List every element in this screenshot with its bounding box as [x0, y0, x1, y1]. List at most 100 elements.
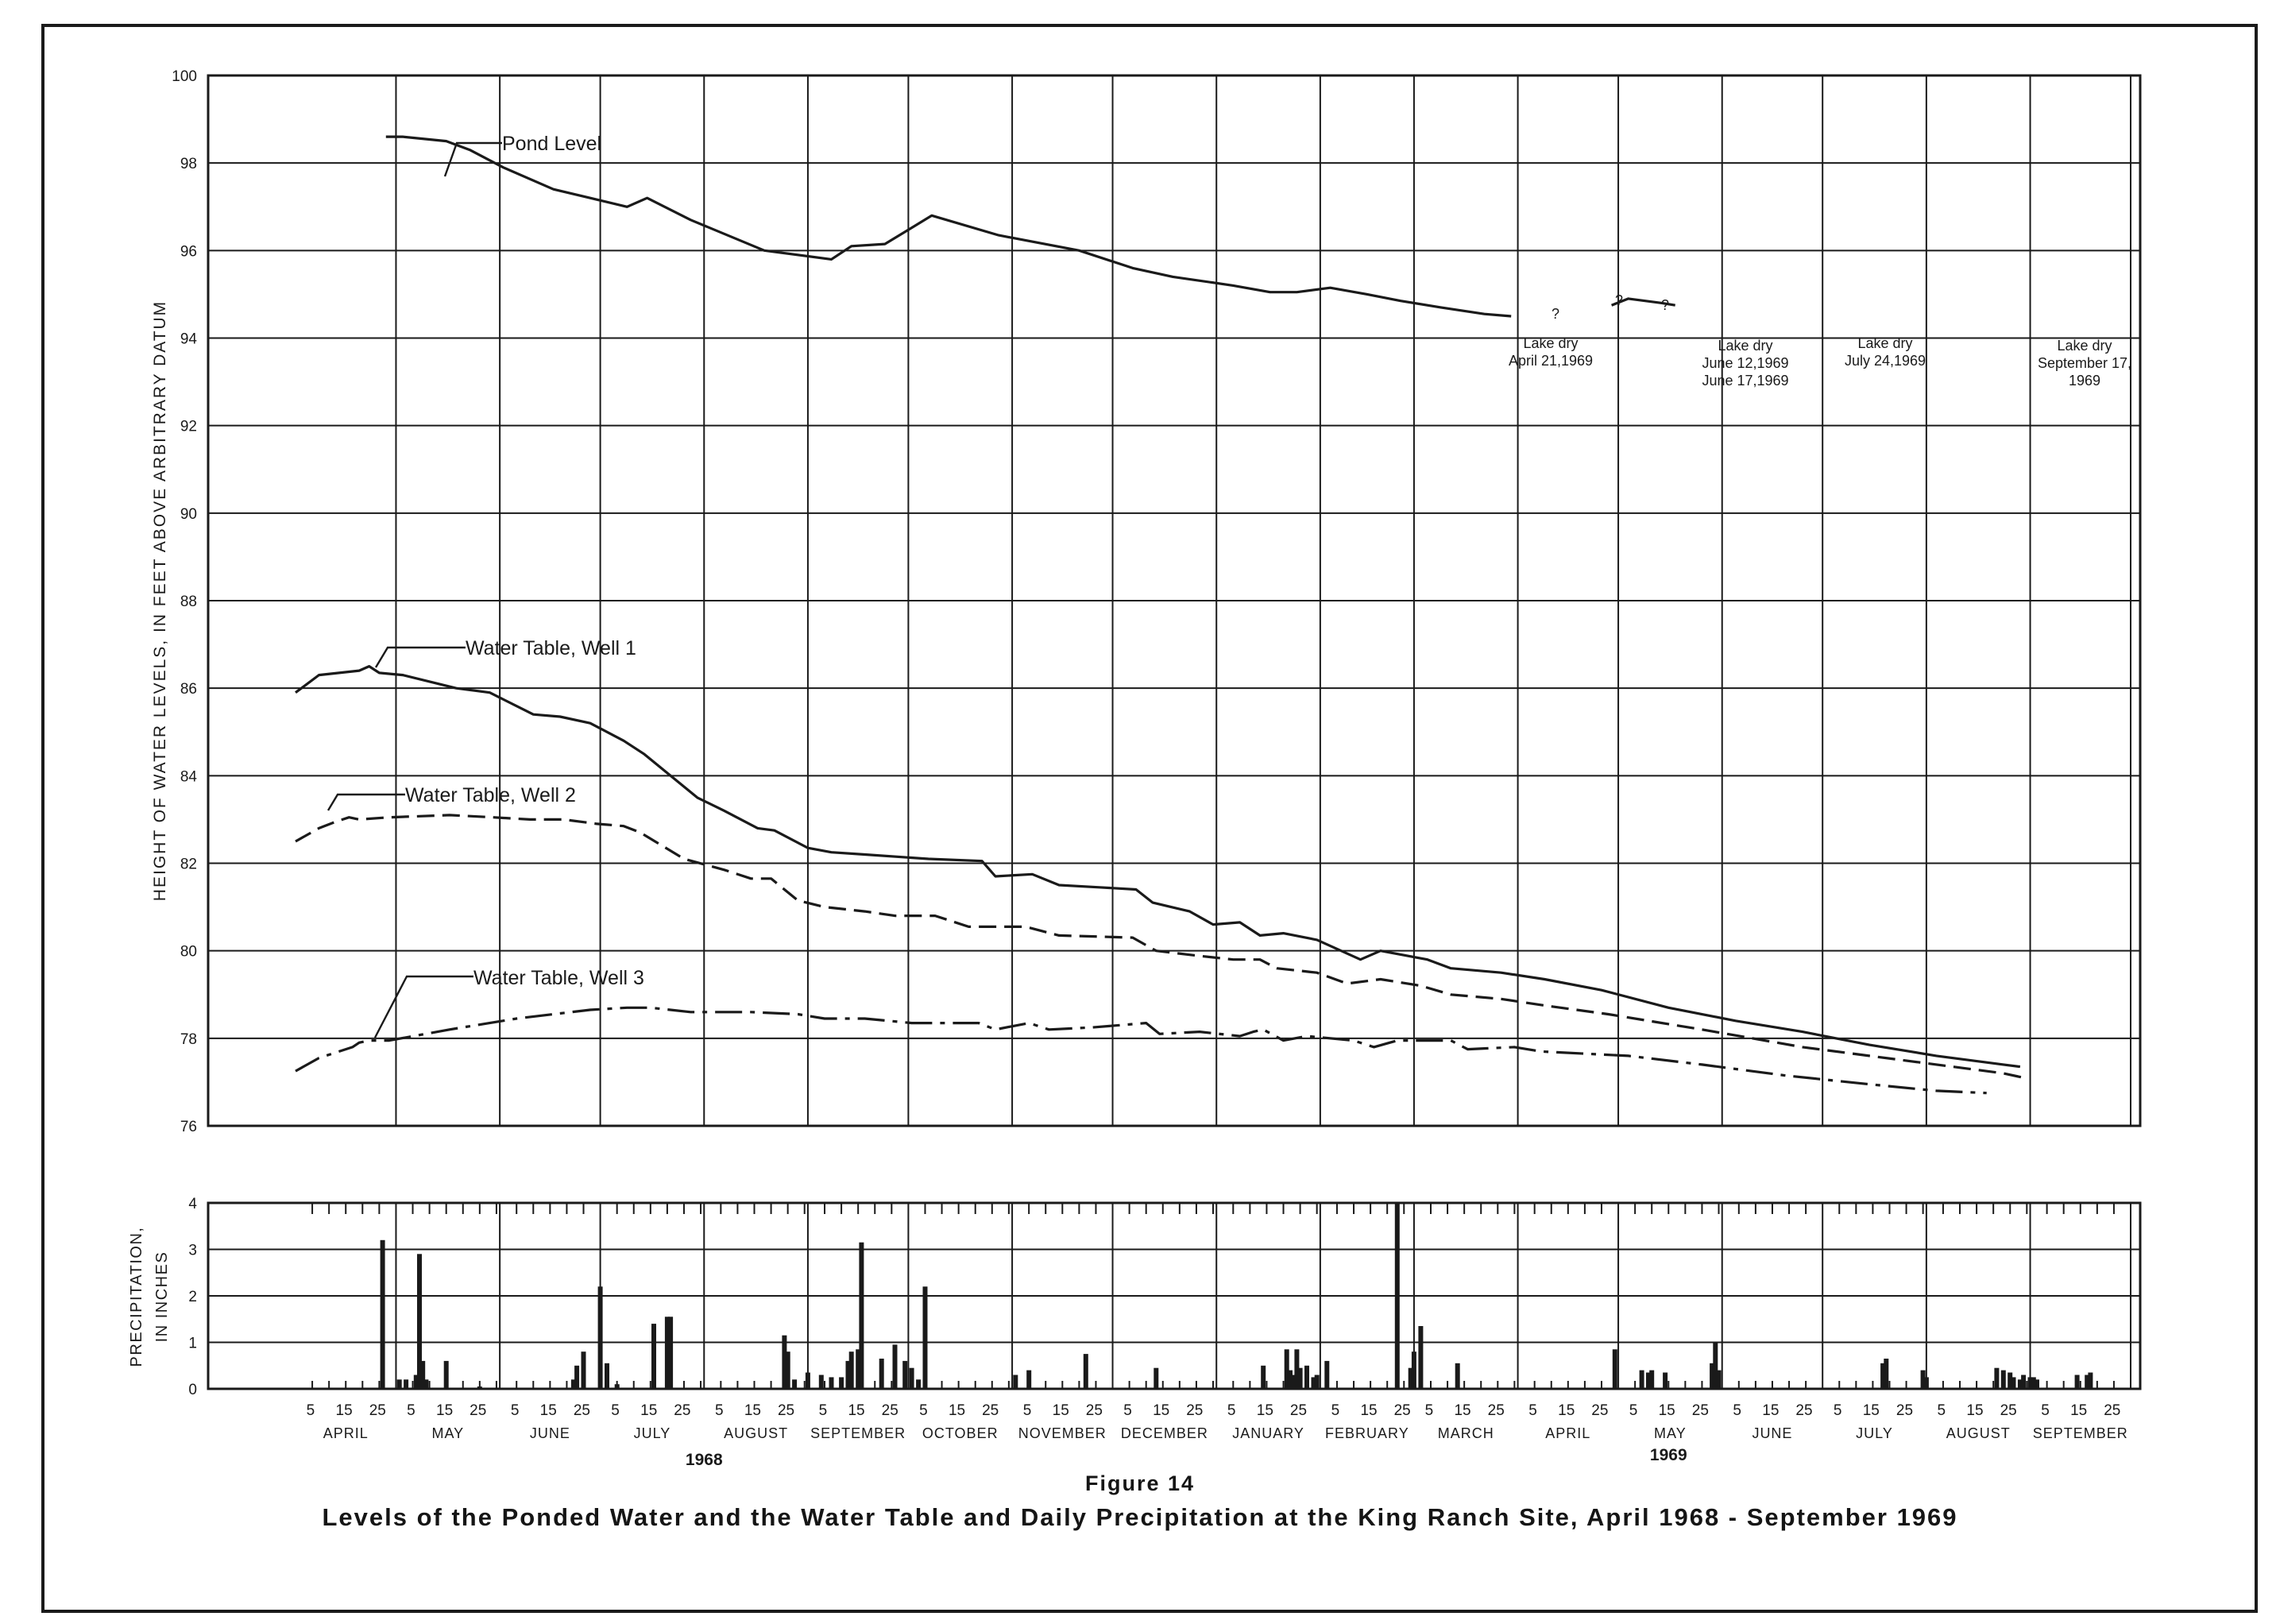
- day-tick-label: 25: [1692, 1402, 1709, 1419]
- day-tick-label: 15: [1558, 1402, 1575, 1419]
- day-tick-label: 5: [407, 1402, 415, 1419]
- annotation-line: Lake dry: [1718, 338, 1772, 354]
- main-y-tick-label: 96: [180, 243, 197, 260]
- precip-bar: [1026, 1370, 1032, 1389]
- main-y-tick-label: 100: [172, 68, 197, 85]
- month-label: NOVEMBER: [1018, 1425, 1107, 1441]
- main-y-axis-label: HEIGHT OF WATER LEVELS, IN FEET ABOVE AR…: [151, 300, 169, 901]
- day-tick-label: 5: [1834, 1402, 1842, 1419]
- series-label: Water Table, Well 1: [466, 637, 636, 659]
- precip-bar: [1288, 1370, 1293, 1389]
- day-tick-label: 25: [1591, 1402, 1608, 1419]
- precip-bar: [2074, 1375, 2080, 1389]
- day-tick-label: 15: [1762, 1402, 1779, 1419]
- series-label-leader: [374, 646, 466, 668]
- precip-bar: [1154, 1367, 1159, 1389]
- annotation-line: ?: [1552, 306, 1559, 322]
- main-y-tick-label: 98: [180, 156, 197, 172]
- day-tick-label: 25: [1186, 1402, 1203, 1419]
- precip-bar: [1716, 1370, 1722, 1389]
- day-tick-label: 15: [744, 1402, 761, 1419]
- precip-bar: [1324, 1360, 1330, 1389]
- precip-bar: [909, 1367, 914, 1389]
- precip-bar: [879, 1359, 884, 1389]
- series-line-pond-level: [385, 135, 1512, 318]
- precip-bar: [1646, 1372, 1651, 1389]
- day-tick-label: 25: [1086, 1402, 1103, 1419]
- month-label: SEPTEMBER: [810, 1425, 906, 1441]
- annotation-line: September 17,: [2038, 355, 2131, 371]
- day-tick-label: 25: [2000, 1402, 2017, 1419]
- day-tick-label: 25: [1488, 1402, 1505, 1419]
- series-label-leader: [443, 141, 502, 177]
- month-label: OCTOBER: [922, 1425, 999, 1441]
- precip-y-tick-label: 0: [188, 1382, 197, 1398]
- precip-bar: [845, 1360, 851, 1389]
- month-label: APRIL: [323, 1425, 369, 1441]
- precip-bar: [664, 1317, 670, 1389]
- precip-bar: [922, 1286, 928, 1389]
- precip-bar: [1261, 1365, 1266, 1390]
- day-tick-label: 5: [511, 1402, 520, 1419]
- day-tick-label: 15: [1153, 1402, 1169, 1419]
- day-tick-label: 15: [1454, 1402, 1470, 1419]
- month-label: AUGUST: [1946, 1425, 2011, 1441]
- precip-bar: [1284, 1349, 1289, 1389]
- day-tick-label: 15: [540, 1402, 557, 1419]
- day-tick-label: 25: [369, 1402, 386, 1419]
- precip-bar: [2017, 1379, 2023, 1389]
- precip-bar: [2027, 1377, 2033, 1389]
- main-y-tick-label: 90: [180, 506, 197, 523]
- precip-bar: [2085, 1375, 2090, 1389]
- precip-bar: [1994, 1367, 2000, 1389]
- day-tick-label: 15: [949, 1402, 965, 1419]
- precip-y-tick-label: 2: [188, 1289, 197, 1305]
- annotation-line: April 21,1969: [1509, 353, 1593, 369]
- precip-bar: [581, 1351, 586, 1389]
- month-label: MAY: [1654, 1425, 1687, 1441]
- day-tick-label: 5: [1123, 1402, 1132, 1419]
- main-y-tick-label: 76: [180, 1119, 197, 1135]
- lake-dry-annotation: Lake dry June 12,1969 June 17,1969: [1702, 338, 1788, 389]
- day-tick-label: 5: [2041, 1402, 2050, 1419]
- figure-title: Levels of the Ponded Water and the Water…: [322, 1503, 1958, 1531]
- precip-bar: [1291, 1375, 1297, 1389]
- precip-bar: [614, 1384, 620, 1389]
- precip-bar: [839, 1377, 844, 1389]
- precip-bar: [420, 1360, 426, 1389]
- precip-bar: [2088, 1372, 2093, 1389]
- day-tick-label: 25: [778, 1402, 794, 1419]
- precip-bar: [2031, 1377, 2036, 1389]
- precip-bar: [902, 1360, 908, 1389]
- day-tick-label: 15: [1966, 1402, 1983, 1419]
- precip-bar: [785, 1351, 790, 1389]
- year-label-1968: 1968: [686, 1451, 723, 1469]
- precip-bar: [413, 1375, 419, 1389]
- precip-bar: [1311, 1377, 1316, 1389]
- day-tick-label: 15: [1863, 1402, 1880, 1419]
- precip-bar: [2000, 1370, 2006, 1389]
- precip-bar: [818, 1375, 824, 1389]
- day-tick-label: 15: [1659, 1402, 1675, 1419]
- main-y-tick-label: 88: [180, 594, 197, 610]
- day-tick-label: 25: [1795, 1402, 1812, 1419]
- day-tick-label: 25: [1896, 1402, 1913, 1419]
- day-tick-label: 5: [1528, 1402, 1537, 1419]
- precip-bar: [1884, 1359, 1889, 1389]
- lake-dry-annotation: Lake dry July 24,1969: [1845, 335, 1926, 369]
- annotation-line: June 17,1969: [1702, 373, 1788, 389]
- day-tick-label: 25: [882, 1402, 898, 1419]
- precip-bar: [1923, 1377, 1929, 1389]
- month-label: MAY: [431, 1425, 464, 1441]
- precip-bar: [1710, 1363, 1715, 1389]
- precip-bar: [2008, 1372, 2013, 1389]
- annotation-line: Lake dry: [2057, 338, 2112, 354]
- series-line-well-1: [295, 665, 2021, 1069]
- month-label: JULY: [1856, 1425, 1893, 1441]
- precip-bar: [1314, 1375, 1320, 1389]
- page-border: [41, 24, 2258, 1613]
- question-mark-annotation: ?: [1615, 292, 1623, 308]
- precip-bar: [396, 1379, 402, 1389]
- precip-bar: [2021, 1375, 2027, 1389]
- precip-bar: [2035, 1379, 2039, 1389]
